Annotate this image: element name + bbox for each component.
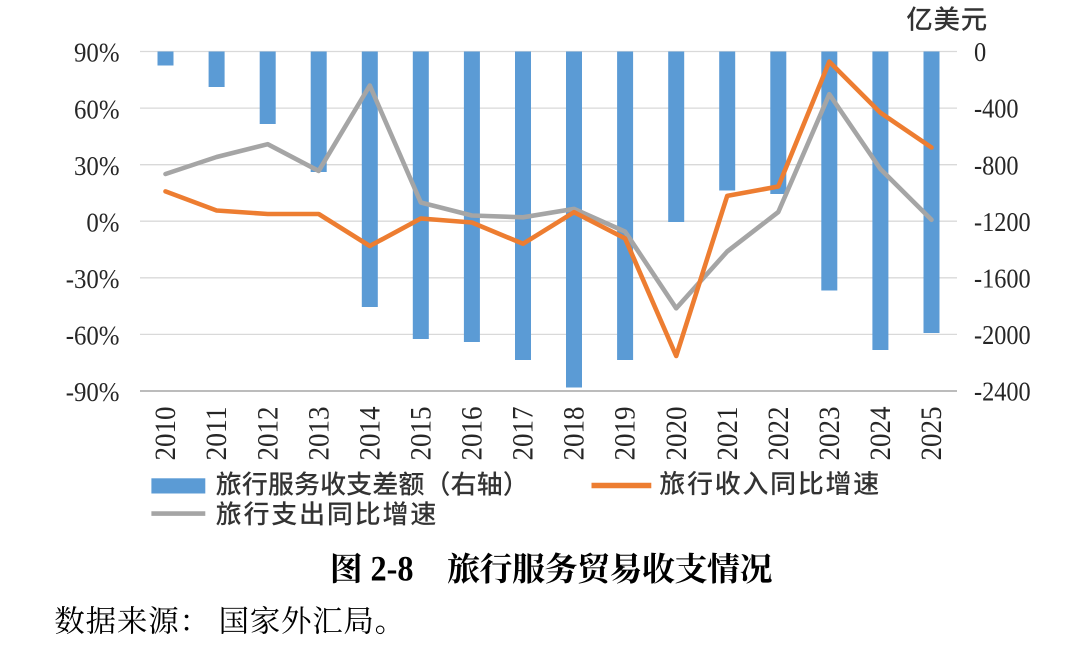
svg-text:0: 0: [974, 37, 986, 67]
svg-text:90%: 90%: [74, 38, 120, 68]
svg-text:2016: 2016: [456, 407, 489, 461]
svg-text:-90%: -90%: [66, 377, 120, 407]
svg-text:2015: 2015: [404, 407, 437, 461]
svg-text:2013: 2013: [302, 407, 335, 461]
svg-text:2014: 2014: [353, 407, 386, 461]
svg-text:2024: 2024: [864, 407, 897, 461]
svg-text:2017: 2017: [507, 407, 540, 461]
svg-text:2018: 2018: [558, 407, 591, 461]
svg-text:2-8: 2-8: [371, 548, 414, 588]
svg-text:-60%: -60%: [66, 321, 120, 351]
svg-text:2023: 2023: [813, 407, 846, 461]
svg-text:2010: 2010: [149, 407, 182, 461]
svg-text:0%: 0%: [86, 207, 119, 237]
svg-text:-800: -800: [974, 150, 1019, 180]
svg-text:-400: -400: [974, 94, 1019, 124]
svg-text:2025: 2025: [915, 407, 948, 461]
svg-text:-1200: -1200: [974, 207, 1031, 237]
svg-text:2022: 2022: [762, 407, 795, 461]
svg-text:2011: 2011: [200, 407, 233, 461]
svg-text:-2000: -2000: [974, 320, 1031, 350]
svg-text:2019: 2019: [609, 407, 642, 461]
svg-text:2020: 2020: [660, 407, 693, 461]
svg-text:-1600: -1600: [974, 263, 1031, 293]
svg-text:-30%: -30%: [66, 264, 120, 294]
svg-text:30%: 30%: [74, 151, 120, 181]
svg-text:60%: 60%: [74, 94, 120, 124]
svg-text:2021: 2021: [711, 407, 744, 461]
svg-text:2012: 2012: [251, 407, 284, 461]
svg-text:-2400: -2400: [974, 377, 1031, 407]
